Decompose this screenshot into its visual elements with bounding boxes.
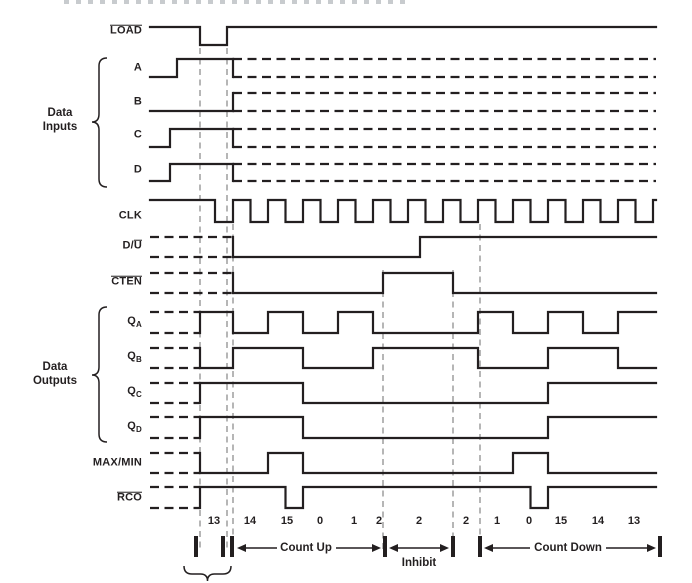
signal-label-qa-part: Q [127, 315, 137, 327]
signal-label-max_min-part: MAX/MIN [92, 456, 142, 469]
signal-label-rco: RCO [116, 491, 142, 505]
signal-label-cten-part: CTEN [111, 275, 142, 288]
count-value: 1 [350, 515, 358, 527]
signal-label-d-part: D [133, 163, 142, 176]
signal-clk-wave [148, 198, 658, 224]
count-value: 1 [493, 515, 501, 527]
data-outputs-label: Data Outputs [33, 360, 77, 388]
signal-label-d: D [134, 164, 142, 177]
signal-load-wave [148, 25, 658, 47]
signal-label-load-part: LOAD [110, 24, 142, 37]
signal-label-max_min: MAX/MIN [93, 457, 142, 470]
inhibit-arrowhead-right [440, 544, 449, 552]
data-inputs-brace [91, 57, 108, 188]
signal-label-c-part: C [133, 128, 142, 141]
signal-qa-wave [198, 310, 658, 335]
data-inputs-label-line1: Data [47, 107, 73, 119]
count-value: 2 [462, 515, 470, 527]
count-value: 13 [207, 515, 221, 527]
count-value: 2 [375, 515, 383, 527]
signal-label-qd-part: D [136, 425, 142, 434]
data-outputs-label-line2: Outputs [32, 375, 78, 387]
signal-label-load: LOAD [110, 24, 142, 38]
signal-label-qd: QD [127, 420, 142, 434]
count-up-arrowhead-right [372, 544, 381, 552]
inhibit-label: Inhibit [401, 557, 437, 569]
signal-label-clk-part: CLK [118, 209, 142, 222]
signal-label-qa-part: A [136, 320, 142, 329]
signal-label-a: A [134, 62, 142, 75]
count-value: 2 [415, 515, 423, 527]
signal-label-qb-part: Q [127, 350, 137, 362]
signal-label-qc-part: Q [127, 385, 137, 397]
clipped-caption-fragment [64, 0, 410, 4]
signal-label-b-part: B [133, 95, 142, 108]
count-down-label: Count Down [534, 542, 602, 554]
count-down-arrowhead-left [484, 544, 493, 552]
count-value: 0 [316, 515, 324, 527]
count-value: 15 [554, 515, 568, 527]
signal-label-qb-part: B [136, 355, 142, 364]
data-outputs-brace [91, 306, 108, 443]
signal-label-cten: CTEN [111, 275, 142, 289]
signal-label-qb: QB [127, 350, 142, 364]
count-value: 15 [280, 515, 294, 527]
signal-label-qd-part: Q [127, 420, 137, 432]
signal-label-rco-part: RCO [116, 491, 142, 504]
signal-qd-wave [198, 415, 658, 440]
data-inputs-label: Data Inputs [43, 106, 78, 134]
signal-d-wave [148, 162, 235, 183]
signal-d_u-wave [231, 235, 658, 259]
count-up-label: Count Up [280, 542, 332, 554]
data-inputs-label-line2: Inputs [42, 121, 78, 133]
load-window-brace [183, 565, 232, 582]
signal-label-qa: QA [127, 315, 142, 329]
signal-label-clk: CLK [119, 210, 142, 223]
signal-label-qc: QC [127, 385, 142, 399]
signal-qb-wave [198, 346, 658, 370]
signal-label-a-part: A [133, 61, 142, 74]
signal-max_min-wave [198, 451, 658, 475]
signal-label-qc-part: C [136, 390, 142, 399]
signal-rco-wave [198, 485, 658, 510]
signal-c-wave [148, 127, 235, 149]
count-down-arrowhead-right [647, 544, 656, 552]
data-outputs-label-line1: Data [42, 361, 68, 373]
signal-a-wave [148, 57, 235, 79]
count-value: 14 [591, 515, 605, 527]
count-value: 13 [627, 515, 641, 527]
signal-label-d_u-part: D/ [122, 239, 134, 252]
signal-label-d_u: D/U [122, 239, 142, 253]
count-up-arrowhead-left [237, 544, 246, 552]
signal-label-c: C [134, 129, 142, 142]
inhibit-arrowhead-left [389, 544, 398, 552]
count-value: 0 [525, 515, 533, 527]
signal-qc-wave [198, 381, 658, 405]
signal-label-d_u-part: U [133, 239, 142, 252]
signal-label-b: B [134, 96, 142, 109]
signal-cten-wave [231, 271, 658, 295]
count-value: 14 [243, 515, 257, 527]
